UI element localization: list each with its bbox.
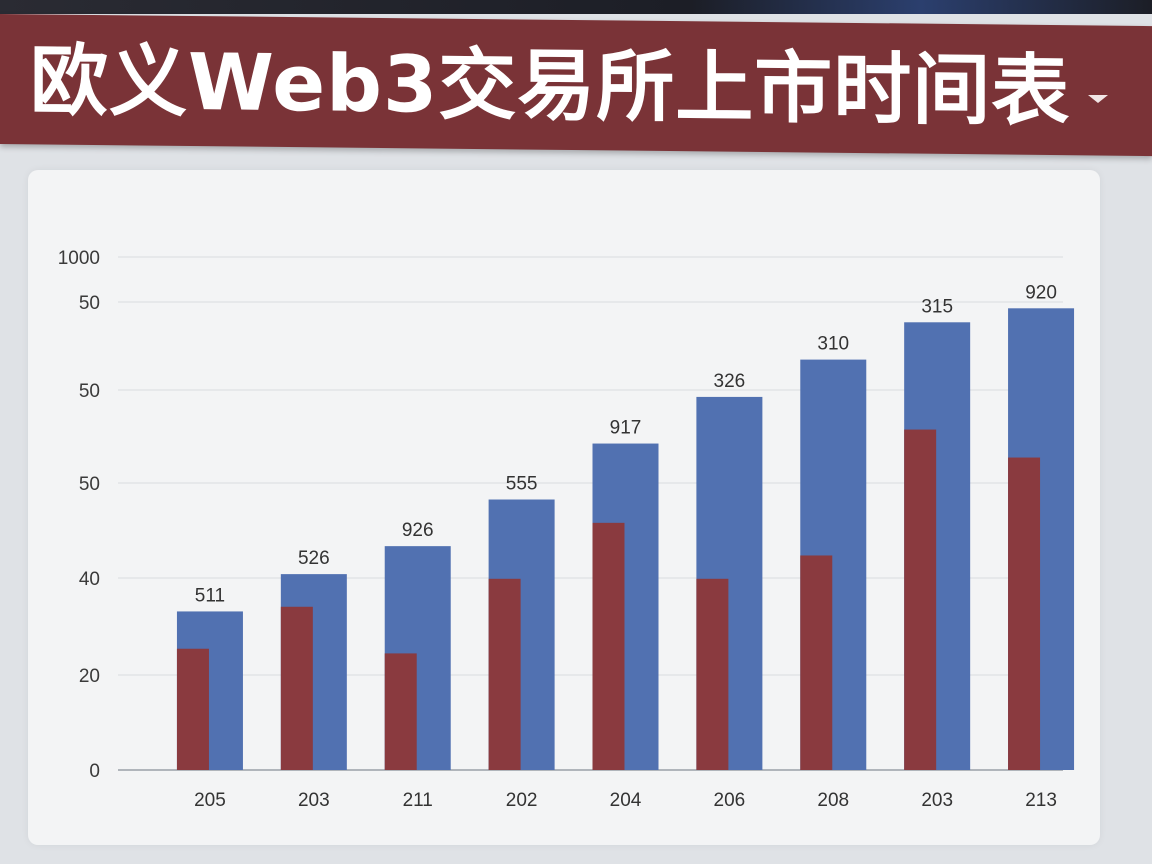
y-tick-label: 40 xyxy=(79,569,100,590)
y-tick-label: 50 xyxy=(79,293,100,314)
data-label: 555 xyxy=(506,474,538,495)
x-tick-label: 202 xyxy=(506,790,538,811)
bar-chart: 0 20 40 50 50 50 1000 511 205 526 203 926 211 555 202 9… xyxy=(58,248,1075,811)
bar-red xyxy=(488,578,521,770)
data-label: 526 xyxy=(298,548,330,569)
data-label: 917 xyxy=(610,418,642,439)
title-banner: 欧义Web3交易所上市时间表 xyxy=(0,14,1152,157)
bar-red xyxy=(696,578,729,770)
bar-red xyxy=(384,653,417,770)
bar-red xyxy=(592,522,625,770)
data-label: 310 xyxy=(817,334,849,355)
x-tick-label: 208 xyxy=(817,790,849,811)
y-tick-label: 20 xyxy=(79,666,100,687)
bar-red xyxy=(280,606,313,770)
y-tick-label: 50 xyxy=(79,381,100,402)
y-tick-label: 1000 xyxy=(58,248,100,269)
x-tick-label: 204 xyxy=(610,790,642,811)
x-tick-label: 205 xyxy=(194,790,226,811)
y-tick-label: 0 xyxy=(89,761,100,782)
x-tick-label: 213 xyxy=(1025,790,1057,811)
bar-red xyxy=(1008,457,1041,770)
bar-red xyxy=(800,555,833,770)
data-label: 326 xyxy=(714,371,746,392)
x-tick-label: 211 xyxy=(403,790,433,811)
y-tick-label: 50 xyxy=(79,474,100,495)
data-label: 511 xyxy=(195,585,225,606)
data-label: 920 xyxy=(1025,282,1057,303)
data-label: 315 xyxy=(921,296,953,317)
x-tick-label: 203 xyxy=(298,790,330,811)
chart-panel: 0 20 40 50 50 50 1000 511 205 526 203 926 211 555 202 9… xyxy=(28,170,1100,845)
bar-red xyxy=(176,648,209,770)
x-tick-label: 203 xyxy=(921,790,953,811)
bar-red xyxy=(904,429,937,770)
chevron-down-icon[interactable] xyxy=(1088,95,1108,103)
page-title: 欧义Web3交易所上市时间表 xyxy=(30,36,1071,138)
top-strip xyxy=(0,0,1152,14)
data-label: 926 xyxy=(402,520,434,541)
x-tick-label: 206 xyxy=(714,790,746,811)
